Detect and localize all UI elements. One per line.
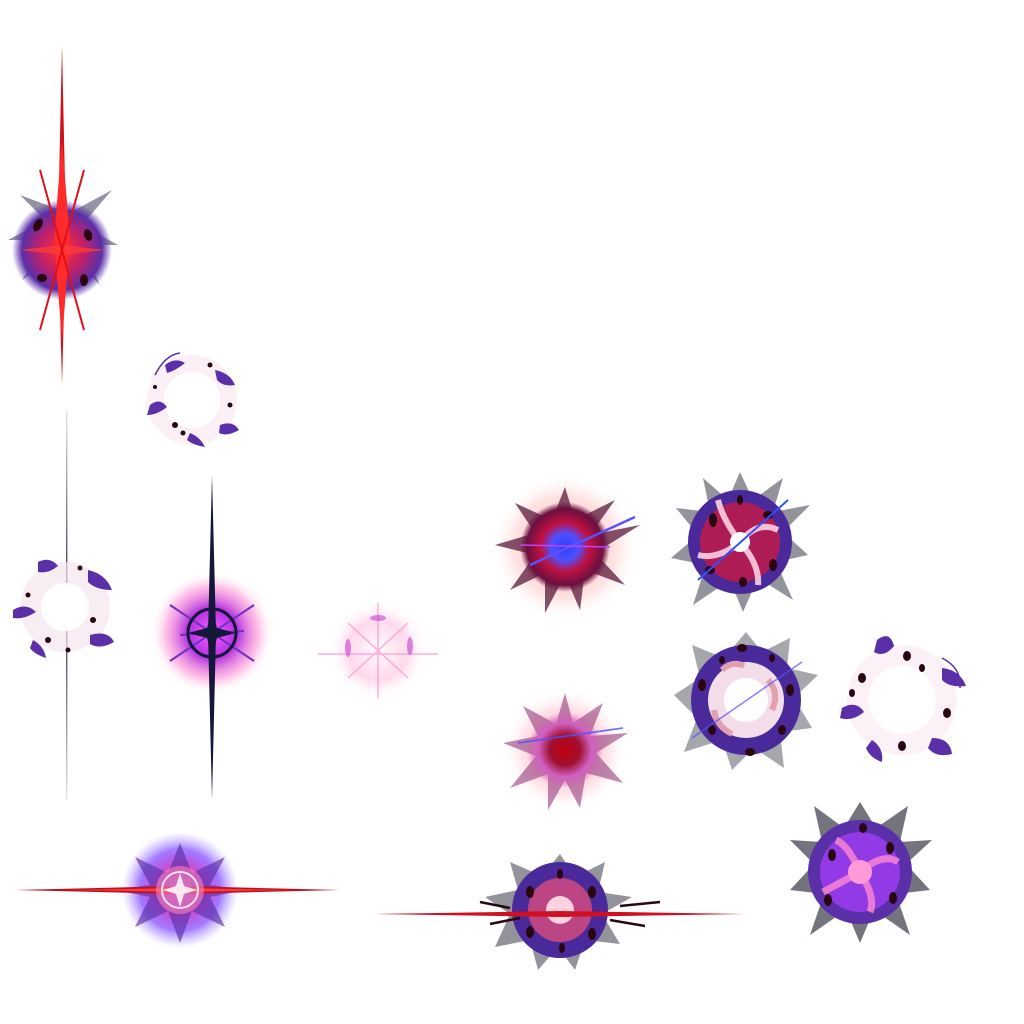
burst-dense-purple (788, 800, 933, 945)
burst-blue-core (490, 473, 650, 625)
burst-ring-white-right (832, 628, 972, 770)
burst-navy-star-flare (150, 475, 275, 800)
burst-white-sparkle (318, 598, 438, 703)
burst-horizontal-red-line (370, 852, 750, 972)
burst-ring-white-left (8, 550, 123, 665)
burst-ring-white-top (135, 345, 250, 455)
burst-swirl-dark (668, 470, 813, 615)
burst-pink-star-horizontal-flare (10, 832, 345, 950)
burst-red-vertical-flare (0, 40, 130, 390)
burst-ring-white-mid (672, 630, 820, 772)
burst-red-core (498, 688, 633, 813)
